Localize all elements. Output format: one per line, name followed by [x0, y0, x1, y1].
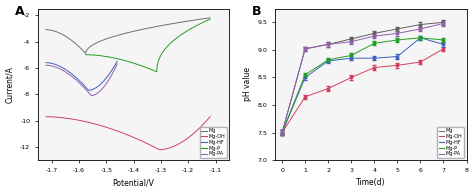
Line: Mg-P: Mg-P — [86, 19, 210, 72]
Mg — [144, 27, 149, 30]
Mg-HF — [86, 89, 91, 91]
Text: B: B — [252, 5, 262, 19]
Mg-OH — [56, 116, 62, 119]
Mg-HF — [100, 81, 105, 84]
Mg-PA — [48, 65, 54, 67]
Y-axis label: pH value: pH value — [243, 67, 252, 101]
Line: Mg-OH: Mg-OH — [46, 117, 210, 150]
Mg-PA — [101, 86, 107, 88]
Mg — [51, 30, 57, 32]
Mg-OH — [91, 123, 97, 125]
Mg-P — [91, 54, 97, 56]
Mg — [207, 17, 213, 19]
Mg — [83, 52, 89, 55]
Mg-P — [113, 57, 119, 59]
Mg-HF — [114, 60, 120, 63]
Mg-HF — [61, 67, 67, 70]
Mg-OH — [165, 147, 171, 149]
Mg-HF — [114, 60, 120, 63]
X-axis label: Time(d): Time(d) — [356, 179, 385, 187]
Mg-HF — [48, 62, 54, 64]
Mg-PA — [114, 63, 120, 65]
Mg — [105, 37, 110, 40]
Mg-PA — [114, 63, 120, 65]
Mg-PA — [63, 71, 68, 73]
Mg — [43, 29, 49, 31]
Line: Mg-PA: Mg-PA — [46, 64, 117, 96]
Line: Mg-HF: Mg-HF — [46, 61, 117, 90]
Mg-P — [83, 53, 89, 56]
Mg-OH — [207, 116, 213, 118]
Mg-P — [180, 32, 186, 35]
Mg-PA — [93, 93, 99, 95]
Legend: Mg, Mg-OH, Mg-HF, Mg-P, Mg-PA: Mg, Mg-OH, Mg-HF, Mg-P, Mg-PA — [200, 127, 227, 158]
Legend: Mg, Mg-OH, Mg-HF, Mg-P, Mg-PA: Mg, Mg-OH, Mg-HF, Mg-P, Mg-PA — [437, 127, 464, 158]
Mg-OH — [182, 140, 187, 142]
Mg-PA — [43, 64, 49, 66]
Mg-HF — [91, 88, 96, 90]
Mg-P — [97, 55, 103, 57]
Mg-P — [164, 47, 169, 49]
Mg-PA — [88, 94, 94, 97]
Mg-P — [207, 18, 213, 20]
Mg-OH — [66, 118, 72, 120]
Mg — [60, 34, 66, 36]
Mg-HF — [43, 61, 49, 64]
Mg-OH — [43, 116, 49, 118]
Mg-OH — [157, 149, 163, 151]
X-axis label: Potential/V: Potential/V — [113, 179, 155, 187]
Mg — [207, 17, 212, 19]
Mg-HF — [52, 63, 57, 65]
Mg-OH — [207, 116, 213, 118]
Line: Mg: Mg — [46, 18, 210, 53]
Mg — [48, 29, 54, 31]
Mg-PA — [53, 66, 58, 68]
Mg-P — [207, 18, 213, 20]
Y-axis label: Current/A: Current/A — [6, 66, 15, 103]
Text: A: A — [15, 5, 25, 19]
Mg-P — [154, 71, 160, 73]
